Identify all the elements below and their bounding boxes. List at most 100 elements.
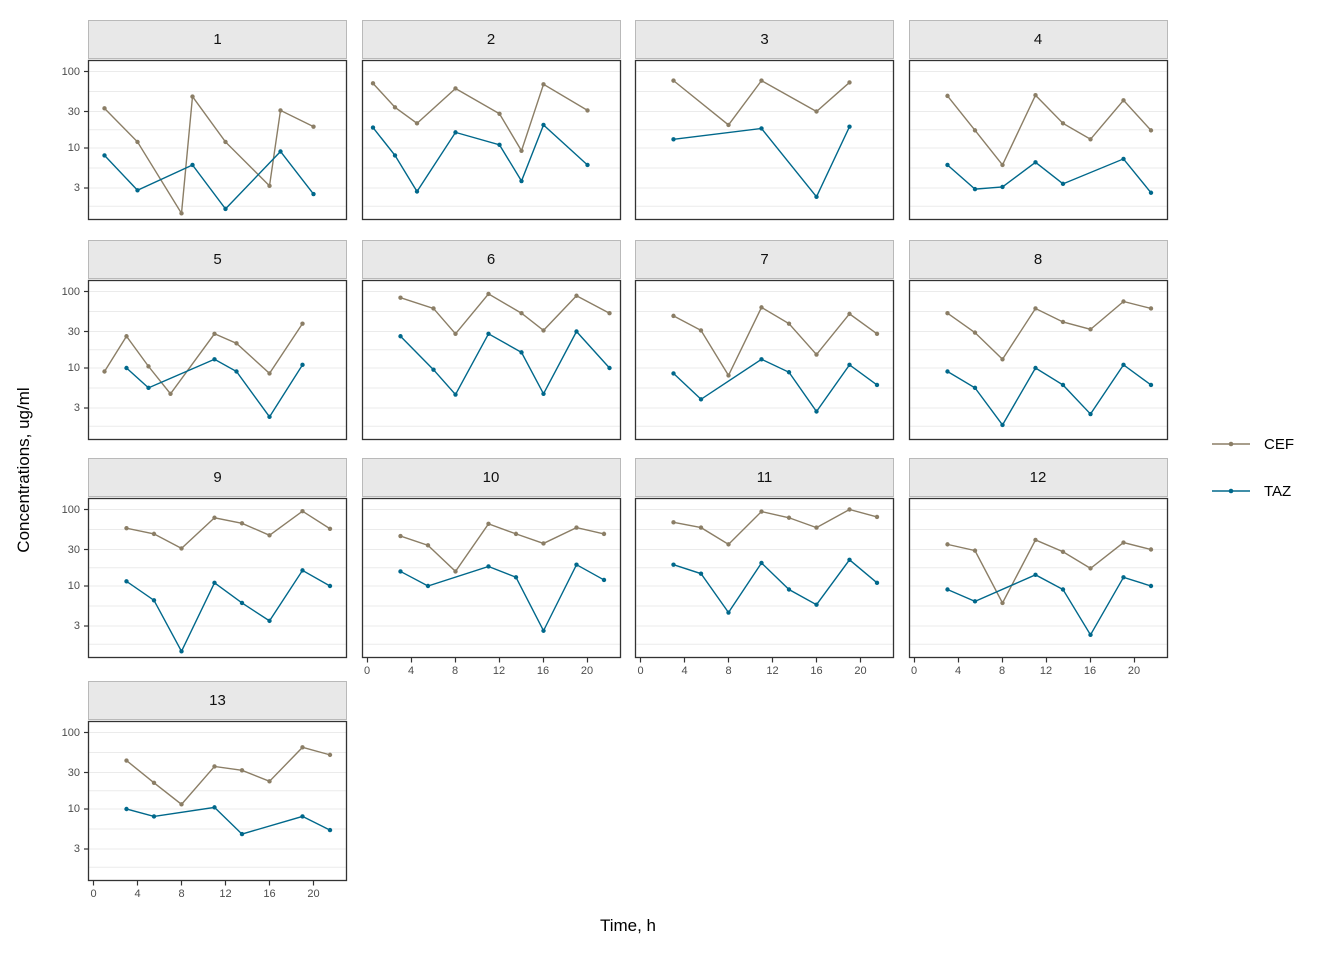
facet-panel-2: 2 bbox=[361, 20, 621, 221]
data-point-taz bbox=[102, 153, 107, 158]
data-point-cef bbox=[1148, 306, 1153, 311]
data-point-cef bbox=[267, 371, 272, 376]
y-tick-label: 10 bbox=[67, 803, 80, 815]
data-point-cef bbox=[212, 331, 217, 336]
data-point-cef bbox=[1032, 537, 1038, 543]
data-point-taz bbox=[972, 385, 977, 391]
facet-strip-label: 5 bbox=[88, 240, 347, 279]
data-point-taz bbox=[814, 194, 819, 200]
x-tick-label: 20 bbox=[307, 888, 320, 900]
data-point-taz bbox=[414, 189, 419, 194]
data-point-cef bbox=[814, 525, 819, 530]
facet-panel-10: 10 0 4 8 12 16 20 bbox=[361, 458, 621, 677]
data-point-cef bbox=[814, 352, 819, 357]
x-tick-label: 16 bbox=[536, 665, 550, 677]
data-point-cef bbox=[327, 752, 333, 758]
series-line-cef bbox=[673, 508, 878, 546]
data-point-cef bbox=[124, 525, 129, 531]
data-point-cef bbox=[452, 569, 458, 574]
data-point-cef bbox=[1087, 137, 1093, 142]
data-point-cef bbox=[267, 183, 272, 189]
series-line-cef bbox=[399, 293, 610, 335]
data-point-taz bbox=[146, 385, 151, 391]
y-tick-label: 3 bbox=[73, 843, 80, 855]
data-point-cef bbox=[300, 509, 305, 514]
data-point-taz bbox=[540, 628, 546, 633]
data-point-taz bbox=[1148, 190, 1153, 195]
data-point-cef bbox=[518, 148, 524, 153]
data-point-taz bbox=[179, 649, 184, 654]
data-point-cef bbox=[212, 515, 217, 520]
data-point-cef bbox=[1032, 93, 1038, 98]
y-tick-label: 10 bbox=[67, 142, 80, 154]
x-tick-label: 8 bbox=[725, 665, 732, 677]
data-point-cef bbox=[874, 514, 880, 520]
legend-item-taz: TAZ bbox=[1212, 477, 1342, 505]
data-point-taz bbox=[584, 162, 590, 168]
y-tick-label: 10 bbox=[67, 580, 80, 592]
x-tick-label: 8 bbox=[998, 665, 1006, 677]
data-point-cef bbox=[179, 211, 184, 216]
data-point-cef bbox=[972, 548, 977, 553]
y-tick-label: 3 bbox=[73, 182, 80, 194]
data-point-cef bbox=[485, 521, 491, 527]
data-point-taz bbox=[1032, 160, 1038, 165]
data-point-taz bbox=[944, 369, 950, 374]
data-point-taz bbox=[452, 130, 458, 135]
data-point-cef bbox=[267, 533, 272, 538]
data-point-cef bbox=[847, 80, 852, 85]
data-point-cef bbox=[327, 526, 333, 531]
data-point-taz bbox=[212, 580, 217, 586]
facet-panel-1: 1 3 10 30 100 bbox=[62, 20, 348, 221]
data-point-taz bbox=[311, 191, 316, 197]
series-line-taz bbox=[673, 358, 878, 413]
facet-plot-area bbox=[84, 497, 348, 659]
data-point-cef bbox=[847, 311, 852, 317]
data-point-taz bbox=[671, 562, 676, 567]
series-line-taz bbox=[673, 126, 851, 199]
data-point-taz bbox=[972, 599, 977, 604]
data-point-cef bbox=[1060, 121, 1065, 126]
y-tick-label: 30 bbox=[67, 325, 80, 338]
data-point-taz bbox=[1032, 365, 1038, 371]
facet-plot-area bbox=[908, 59, 1168, 221]
data-point-taz bbox=[124, 365, 129, 371]
facet-plot-area bbox=[84, 59, 348, 221]
y-tick-label: 100 bbox=[61, 503, 80, 516]
data-point-cef bbox=[1148, 128, 1153, 133]
data-point-cef bbox=[759, 78, 764, 83]
data-point-taz bbox=[759, 357, 764, 362]
data-point-cef bbox=[124, 758, 129, 763]
series-line-cef bbox=[673, 79, 850, 126]
facet-plot-area bbox=[361, 497, 621, 663]
data-point-cef bbox=[151, 780, 157, 786]
data-point-taz bbox=[573, 329, 579, 334]
facet-strip-label: 6 bbox=[361, 240, 621, 279]
data-point-cef bbox=[234, 341, 239, 346]
data-point-cef bbox=[874, 331, 880, 336]
data-point-cef bbox=[540, 328, 546, 333]
facet-strip-label: 3 bbox=[635, 20, 894, 59]
data-point-taz bbox=[430, 367, 436, 372]
data-point-taz bbox=[847, 362, 852, 368]
series-line-taz bbox=[399, 330, 610, 396]
data-point-cef bbox=[540, 541, 546, 546]
data-point-taz bbox=[1060, 181, 1065, 187]
data-point-taz bbox=[1060, 587, 1065, 592]
facet-panel-8: 8 bbox=[908, 240, 1168, 441]
facet-strip-label: 4 bbox=[908, 20, 1168, 59]
data-point-taz bbox=[972, 186, 977, 192]
x-tick-label: 16 bbox=[1083, 665, 1097, 677]
series-line-taz bbox=[126, 569, 331, 653]
data-point-cef bbox=[190, 94, 195, 99]
facet-plot-area bbox=[908, 279, 1168, 441]
legend-label-taz: TAZ bbox=[1264, 482, 1292, 500]
data-point-cef bbox=[1060, 319, 1065, 325]
data-point-cef bbox=[698, 525, 704, 530]
facet-panel-4: 4 bbox=[908, 20, 1168, 221]
facet-panel-12: 12 0 4 8 12 16 20 bbox=[908, 458, 1168, 677]
data-point-cef bbox=[1148, 547, 1153, 552]
facet-strip-label: 11 bbox=[635, 458, 894, 497]
data-point-cef bbox=[496, 111, 502, 116]
data-point-cef bbox=[786, 321, 792, 326]
